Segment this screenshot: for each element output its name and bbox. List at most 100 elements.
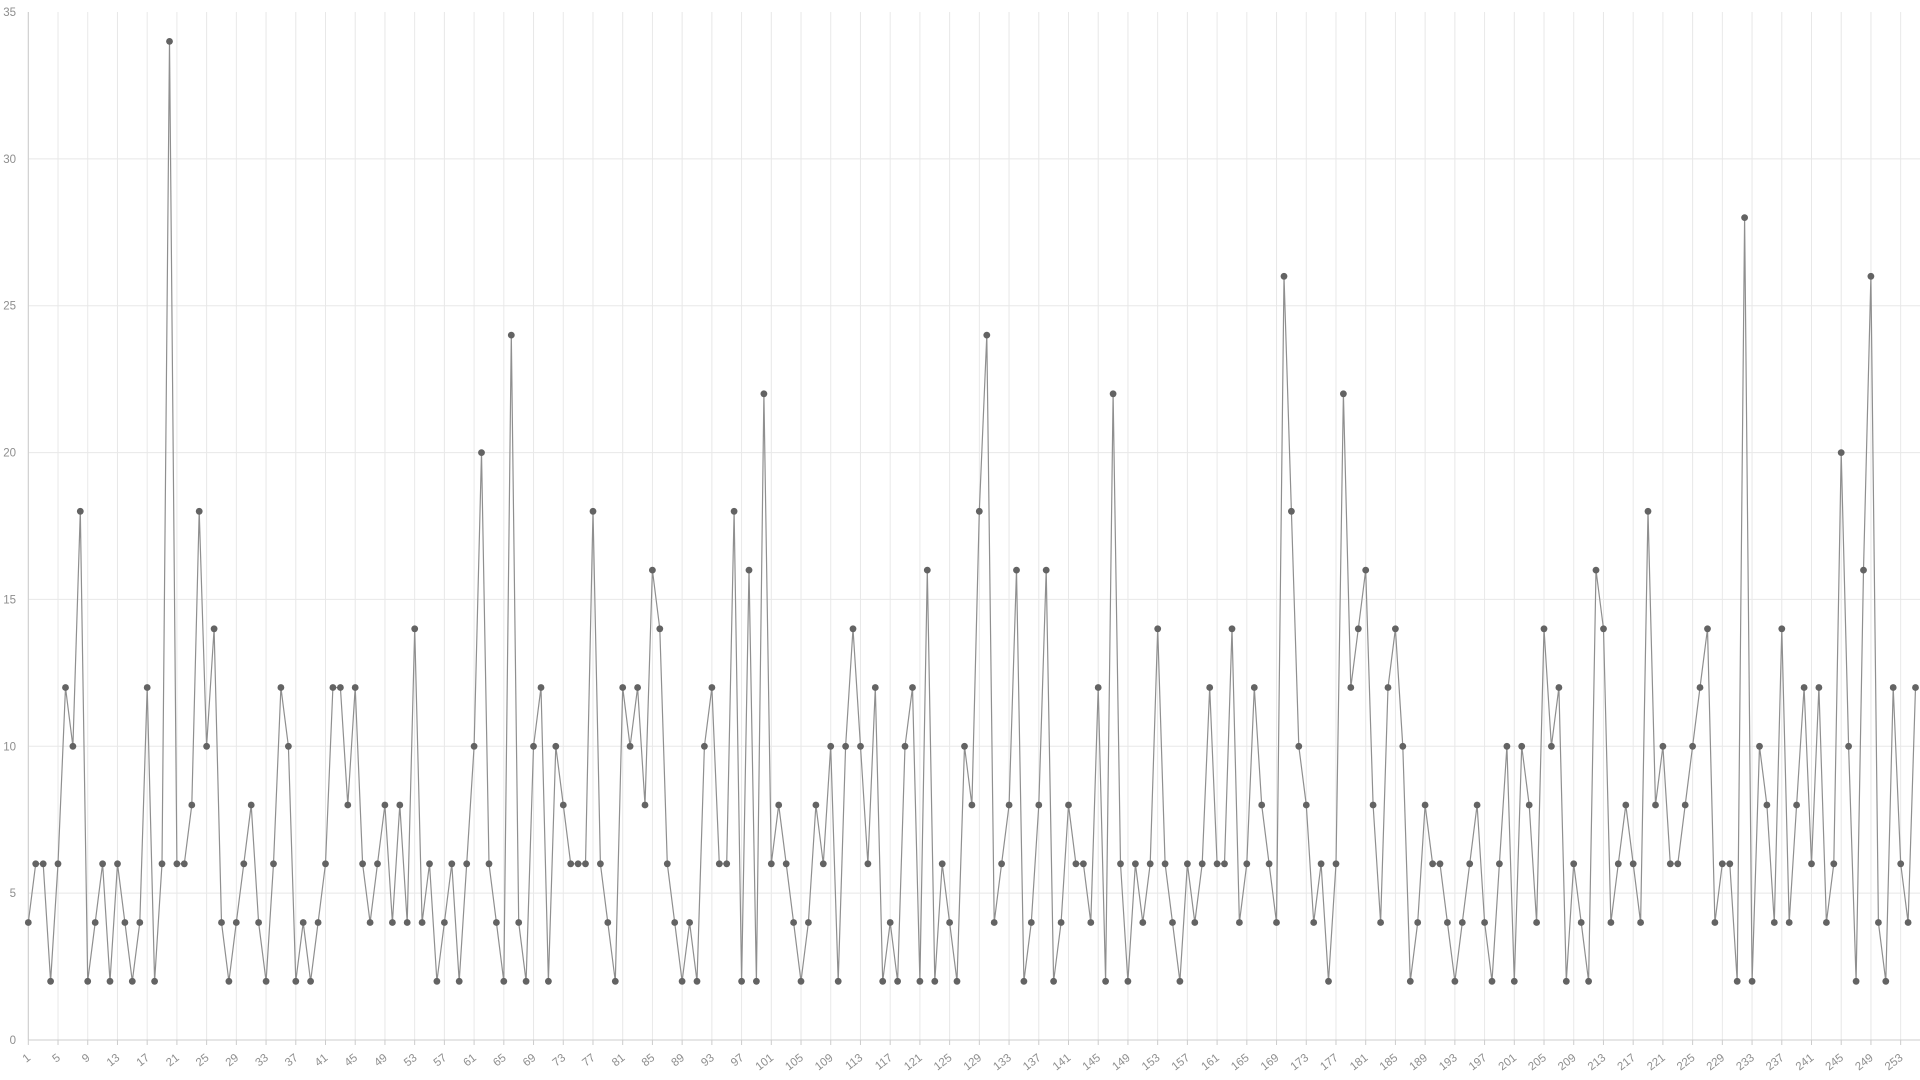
data-point <box>1035 801 1043 809</box>
data-point <box>351 684 359 691</box>
data-point <box>299 919 307 926</box>
x-tick-label: 181 <box>1348 1052 1371 1073</box>
data-point <box>864 860 872 868</box>
x-tick-label: 49 <box>372 1052 389 1069</box>
data-point <box>842 742 849 750</box>
data-point <box>247 801 255 809</box>
data-point <box>1830 860 1838 868</box>
y-tick-label: 25 <box>3 301 16 313</box>
data-point <box>1288 507 1295 515</box>
x-tick-label: 21 <box>164 1052 181 1069</box>
data-point <box>426 860 433 868</box>
data-point <box>1072 860 1080 868</box>
data-point <box>626 742 634 750</box>
data-point <box>894 977 901 985</box>
data-point <box>1347 684 1355 691</box>
x-tick-label: 89 <box>670 1052 687 1069</box>
data-point <box>1080 860 1087 868</box>
data-point <box>1213 860 1221 868</box>
data-point <box>1094 684 1102 691</box>
data-point <box>1614 860 1622 868</box>
x-tick-label: 161 <box>1199 1052 1222 1073</box>
data-point <box>1161 860 1169 868</box>
data-point <box>537 684 545 691</box>
data-point <box>1005 801 1013 809</box>
data-point <box>1206 684 1214 691</box>
x-tick-label: 77 <box>580 1052 597 1069</box>
data-point <box>1555 684 1563 691</box>
x-tick-label: 149 <box>1110 1052 1133 1073</box>
data-point <box>441 919 448 926</box>
data-point <box>1652 801 1659 809</box>
x-tick-label: 241 <box>1794 1052 1817 1073</box>
x-tick-label: 69 <box>521 1052 538 1069</box>
data-point <box>1525 801 1533 809</box>
data-point <box>1221 860 1228 868</box>
data-point <box>180 860 188 868</box>
data-point <box>1785 919 1793 926</box>
x-tick-label: 217 <box>1616 1052 1639 1073</box>
data-point <box>292 977 300 985</box>
data-point <box>812 801 820 809</box>
x-tick-label: 165 <box>1229 1052 1252 1073</box>
data-series <box>24 38 1919 985</box>
data-point <box>1637 919 1644 926</box>
data-point <box>1466 860 1474 868</box>
data-point <box>1444 919 1451 926</box>
data-point <box>1533 919 1540 926</box>
data-point <box>1882 977 1890 985</box>
data-point <box>849 625 857 633</box>
data-point <box>1756 742 1763 750</box>
data-point <box>1778 625 1786 633</box>
data-point <box>203 742 211 750</box>
data-point <box>1488 977 1496 985</box>
data-point <box>990 919 998 926</box>
y-tick-label: 30 <box>3 154 16 166</box>
axes <box>27 12 1920 1045</box>
data-point <box>1592 566 1600 574</box>
data-point <box>723 860 731 868</box>
data-point <box>1295 742 1303 750</box>
data-point <box>515 919 523 926</box>
x-tick-label: 73 <box>551 1052 568 1069</box>
data-point <box>1384 684 1392 691</box>
data-point <box>901 742 909 750</box>
x-tick-label: 45 <box>343 1052 360 1069</box>
data-point <box>493 919 500 926</box>
data-point <box>530 742 537 750</box>
data-point <box>790 919 797 926</box>
data-point <box>1808 860 1815 868</box>
data-point <box>1904 919 1912 926</box>
data-point <box>1733 977 1741 985</box>
data-point <box>218 919 225 926</box>
data-point <box>1451 977 1459 985</box>
data-point <box>1770 919 1778 926</box>
data-point <box>1399 742 1407 750</box>
x-tick-label: 9 <box>80 1052 92 1065</box>
data-point <box>1481 919 1488 926</box>
data-point <box>1510 977 1518 985</box>
data-point <box>1800 684 1808 691</box>
data-point <box>975 507 983 515</box>
data-point <box>1674 860 1682 868</box>
data-point <box>597 860 604 868</box>
data-point <box>1823 919 1830 926</box>
data-point <box>1458 919 1466 926</box>
data-point <box>611 977 619 985</box>
data-point <box>389 919 396 926</box>
x-tick-label: 97 <box>729 1052 746 1069</box>
data-point <box>1473 801 1481 809</box>
data-point <box>753 977 760 985</box>
data-point <box>693 977 701 985</box>
x-tick-label: 81 <box>610 1052 627 1069</box>
data-point <box>39 860 47 868</box>
data-point <box>403 919 411 926</box>
x-tick-label: 169 <box>1259 1052 1282 1073</box>
data-point <box>909 684 916 691</box>
x-tick-label: 129 <box>962 1052 985 1073</box>
x-tick-label: 1 <box>21 1052 33 1065</box>
data-point <box>1436 860 1444 868</box>
data-point <box>589 507 597 515</box>
data-point <box>24 919 32 926</box>
data-point <box>923 566 931 574</box>
